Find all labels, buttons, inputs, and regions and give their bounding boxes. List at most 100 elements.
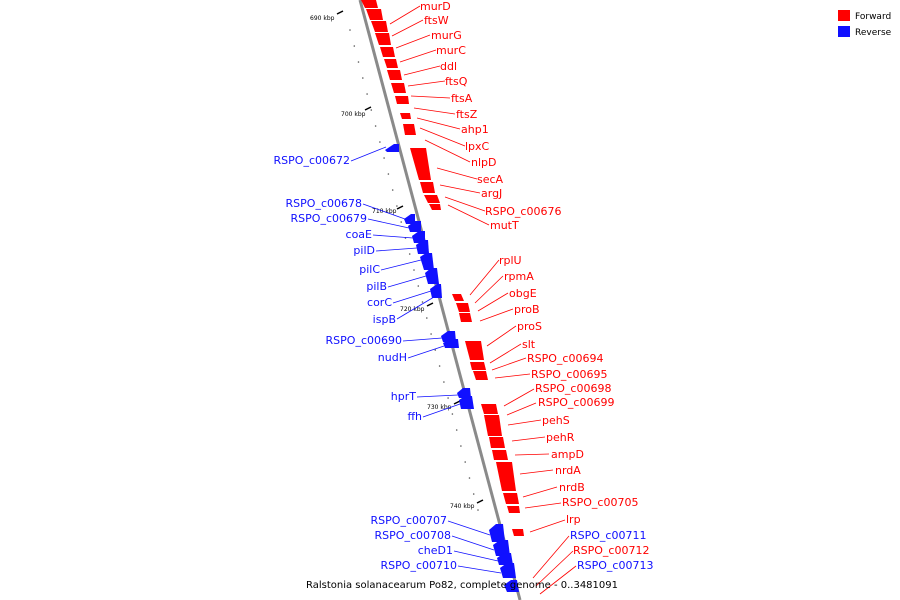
gene-box-forward[interactable] xyxy=(366,9,383,20)
legend-label-reverse: Reverse xyxy=(855,28,892,38)
gene-box-forward[interactable] xyxy=(484,415,502,436)
gene-label-reverse[interactable]: corC xyxy=(367,296,392,309)
gene-label-reverse[interactable]: RSPO_c00679 xyxy=(291,212,367,225)
gene-label-forward[interactable]: mutT xyxy=(490,219,519,232)
gene-box-forward[interactable] xyxy=(456,303,470,312)
gene-label-reverse[interactable]: nudH xyxy=(378,351,407,364)
gene-box-reverse[interactable] xyxy=(430,284,442,298)
gene-box-reverse[interactable] xyxy=(443,339,459,348)
gene-label-forward[interactable]: RSPO_c00712 xyxy=(573,544,649,557)
gene-label-forward[interactable]: proS xyxy=(517,320,542,333)
gene-label-forward[interactable]: ahp1 xyxy=(461,123,489,136)
gene-box-forward[interactable] xyxy=(410,148,431,180)
gene-box-reverse[interactable] xyxy=(420,253,434,270)
gene-box-forward[interactable] xyxy=(470,362,486,370)
gene-box-forward[interactable] xyxy=(507,506,520,513)
tick-label: 690 kbp xyxy=(310,15,335,22)
gene-box-forward[interactable] xyxy=(512,529,524,536)
gene-label-forward[interactable]: obgE xyxy=(509,287,537,300)
gene-box-forward[interactable] xyxy=(473,371,488,380)
gene-label-forward[interactable]: lrp xyxy=(566,513,581,526)
gene-box-forward[interactable] xyxy=(387,70,402,80)
gene-box-forward[interactable] xyxy=(492,450,508,460)
gene-label-forward[interactable]: ddl xyxy=(440,60,457,73)
gene-box-forward[interactable] xyxy=(380,47,395,57)
gene-box-reverse[interactable] xyxy=(385,144,399,152)
gene-box-reverse[interactable] xyxy=(404,214,415,224)
gene-label-reverse[interactable]: ispB xyxy=(373,313,396,326)
gene-box-reverse[interactable] xyxy=(504,580,519,592)
gene-box-forward[interactable] xyxy=(452,294,464,301)
gene-box-forward[interactable] xyxy=(503,493,519,504)
gene-label-forward[interactable]: lpxC xyxy=(465,140,490,153)
gene-box-forward[interactable] xyxy=(395,96,409,104)
gene-label-forward[interactable]: argJ xyxy=(481,187,502,200)
gene-label-forward[interactable]: nrdA xyxy=(555,464,581,477)
gene-label-reverse[interactable]: pilD xyxy=(353,244,375,257)
gene-label-forward[interactable]: pehR xyxy=(546,431,575,444)
gene-box-reverse[interactable] xyxy=(459,396,474,409)
gene-box-reverse[interactable] xyxy=(497,553,513,565)
gene-box-forward[interactable] xyxy=(384,59,398,68)
gene-label-forward[interactable]: pehS xyxy=(542,414,570,427)
gene-label-forward[interactable]: ftsQ xyxy=(445,75,468,88)
gene-label-forward[interactable]: RSPO_c00676 xyxy=(485,205,561,218)
gene-box-forward[interactable] xyxy=(465,341,484,360)
gene-box-forward[interactable] xyxy=(391,83,406,93)
gene-label-forward[interactable]: ftsW xyxy=(424,14,449,27)
gene-label-forward[interactable]: murC xyxy=(436,44,466,57)
gene-box-reverse[interactable] xyxy=(408,221,421,232)
gene-box-forward[interactable] xyxy=(375,33,391,45)
gene-label-reverse[interactable]: RSPO_c00710 xyxy=(381,559,457,572)
reverse-gene-features xyxy=(385,144,519,592)
gene-label-forward[interactable]: RSPO_c00705 xyxy=(562,496,638,509)
gene-label-forward[interactable]: slt xyxy=(522,338,536,351)
gene-label-forward[interactable]: RSPO_c00695 xyxy=(531,368,607,381)
gene-label-reverse[interactable]: pilC xyxy=(359,263,380,276)
gene-box-forward[interactable] xyxy=(371,21,388,32)
gene-label-reverse[interactable]: coaE xyxy=(346,228,373,241)
gene-box-forward[interactable] xyxy=(429,204,441,210)
gene-box-forward[interactable] xyxy=(400,113,411,119)
gene-box-reverse[interactable] xyxy=(457,388,471,398)
gene-label-reverse[interactable]: RSPO_c00713 xyxy=(577,559,653,572)
gene-box-forward[interactable] xyxy=(403,124,416,135)
gene-label-forward[interactable]: RSPO_c00699 xyxy=(538,396,614,409)
gene-label-forward[interactable]: ftsA xyxy=(451,92,473,105)
gene-box-forward[interactable] xyxy=(420,182,435,193)
gene-label-forward[interactable]: proB xyxy=(514,303,540,316)
gene-label-forward[interactable]: rplU xyxy=(499,254,522,267)
gene-box-reverse[interactable] xyxy=(425,268,439,284)
gene-box-forward[interactable] xyxy=(481,404,498,414)
gene-label-reverse[interactable]: hprT xyxy=(391,390,416,403)
gene-box-forward[interactable] xyxy=(496,462,516,491)
gene-box-reverse[interactable] xyxy=(500,563,516,578)
gene-label-forward[interactable]: nrdB xyxy=(559,481,585,494)
gene-label-forward[interactable]: secA xyxy=(477,173,504,186)
gene-box-forward[interactable] xyxy=(489,437,505,448)
gene-label-reverse[interactable]: pilB xyxy=(366,280,387,293)
gene-label-reverse[interactable]: RSPO_c00708 xyxy=(375,529,451,542)
gene-label-reverse[interactable]: RSPO_c00690 xyxy=(326,334,402,347)
gene-label-reverse[interactable]: RSPO_c00707 xyxy=(371,514,447,527)
gene-box-reverse[interactable] xyxy=(412,231,425,243)
gene-label-reverse[interactable]: cheD1 xyxy=(418,544,453,557)
gene-label-forward[interactable]: rpmA xyxy=(504,270,534,283)
gene-label-reverse[interactable]: RSPO_c00672 xyxy=(274,154,350,167)
gene-label-forward[interactable]: nlpD xyxy=(471,156,496,169)
gene-label-forward[interactable]: murD xyxy=(420,0,451,13)
gene-box-reverse[interactable] xyxy=(489,524,505,542)
gene-label-forward[interactable]: RSPO_c00694 xyxy=(527,352,603,365)
gene-box-forward[interactable] xyxy=(459,313,472,322)
gene-label-reverse[interactable]: ffh xyxy=(407,410,422,423)
gene-box-reverse[interactable] xyxy=(416,240,429,254)
gene-label-forward[interactable]: ampD xyxy=(551,448,584,461)
gene-label-reverse[interactable]: RSPO_c00711 xyxy=(570,529,646,542)
gene-box-forward[interactable] xyxy=(424,195,440,203)
gene-label-forward[interactable]: murG xyxy=(431,29,462,42)
gene-label-forward[interactable]: ftsZ xyxy=(456,108,478,121)
gene-label-forward[interactable]: RSPO_c00698 xyxy=(535,382,611,395)
gene-box-reverse[interactable] xyxy=(493,540,510,556)
gene-label-reverse[interactable]: RSPO_c00678 xyxy=(286,197,362,210)
gene-box-forward[interactable] xyxy=(361,0,378,8)
